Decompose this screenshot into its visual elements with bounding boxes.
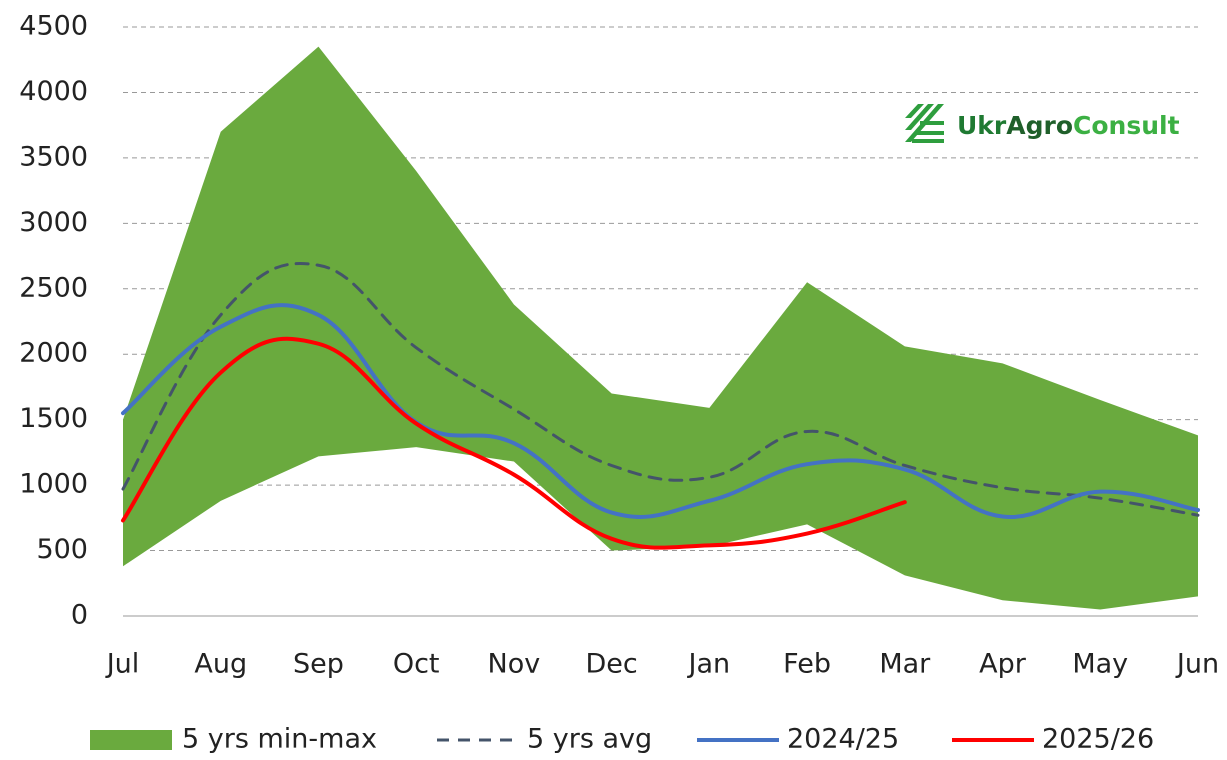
y-tick-label: 500 [36,534,88,565]
series-line [121,303,1200,520]
y-tick-label: 2500 [19,272,88,303]
x-tick-label: Sep [293,649,344,680]
x-tick-label: May [1072,649,1128,680]
series-line [121,336,907,550]
logo-icon [905,104,944,143]
x-tick-label: Nov [488,649,541,680]
y-tick-label: 0 [71,600,88,631]
y-tick-label: 4500 [19,11,88,42]
legend-swatch [90,730,172,750]
x-tick-label: Mar [879,649,931,680]
logo: UkrAgroConsult [905,104,1180,143]
x-tick-label: Aug [194,649,247,680]
x-tick-label: Dec [586,649,638,680]
logo-part: Ukr [957,111,1007,140]
y-tick-label: 4000 [19,76,88,107]
x-tick-label: Feb [783,649,831,680]
y-tick-label: 1500 [19,403,88,434]
legend-label: 2024/25 [787,724,899,755]
y-tick-label: 2000 [19,338,88,369]
x-tick-label: Jun [1175,649,1219,680]
x-tick-label: Jan [687,649,731,680]
x-tick-label: Oct [393,649,440,680]
legend-label: 5 yrs min-max [182,724,377,755]
y-tick-label: 1000 [19,469,88,500]
band-area [123,46,1198,610]
y-tick-label: 3000 [19,207,88,238]
x-tick-label: Apr [979,649,1027,680]
legend-label: 5 yrs avg [527,724,652,755]
y-tick-label: 3500 [19,141,88,172]
logo-part: Agro [1006,111,1073,140]
logo-text: UkrAgroConsult [957,111,1180,140]
x-tick-label: Jul [105,649,140,680]
legend-label: 2025/26 [1042,724,1154,755]
logo-part: Consult [1073,111,1180,140]
